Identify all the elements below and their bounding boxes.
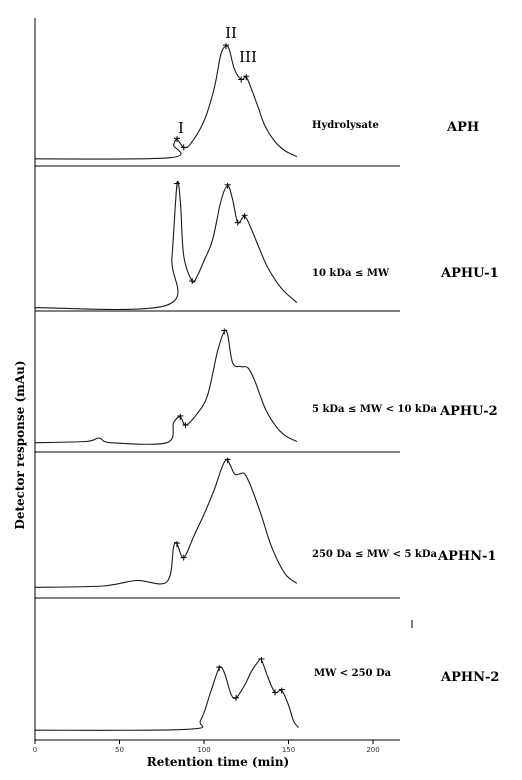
sample-label-aphn-1: APHN-1 xyxy=(437,549,496,564)
x-tick-label: 150 xyxy=(282,746,295,754)
x-tick-label: 50 xyxy=(115,746,124,754)
sample-label-aphu-1: APHU-1 xyxy=(440,266,499,281)
range-label-aphn-2: MW < 250 Da xyxy=(314,668,392,679)
series-line-aphu-2 xyxy=(34,329,298,445)
y-axis-title: Detector response (mAu) xyxy=(13,360,27,529)
peak-label-2: II xyxy=(225,24,237,42)
panel-aph: Hydrolysate APH xyxy=(34,43,479,167)
x-ticks-group: 0 50 100 150 200 xyxy=(33,740,380,754)
panel-aphu-1: 10 kDa ≤ MW APHU-1 xyxy=(34,180,499,312)
range-label-aphu-2: 5 kDa ≤ MW < 10 kDa xyxy=(312,404,438,415)
panel-aphn-1: 250 Da ≤ MW < 5 kDa APHN-1 xyxy=(34,457,496,599)
panel-aphu-2: 5 kDa ≤ MW < 10 kDa APHU-2 xyxy=(34,328,498,453)
peak-label-1: I xyxy=(178,119,184,137)
x-tick-label: 0 xyxy=(33,746,37,754)
range-label-aphn-1: 250 Da ≤ MW < 5 kDa xyxy=(312,549,438,560)
x-tick-label: 200 xyxy=(366,746,379,754)
sample-label-aph: APH xyxy=(446,120,479,135)
range-label-aph: Hydrolysate xyxy=(312,120,379,131)
series-line-aphn-2 xyxy=(34,658,300,731)
peak-label-3: III xyxy=(239,48,257,66)
panels-group: Hydrolysate APH 10 kDa ≤ MW APHU-1 5 kDa ≤ M… xyxy=(34,43,499,731)
range-label-aphu-1: 10 kDa ≤ MW xyxy=(312,268,390,279)
series-line-aphu-1 xyxy=(34,180,298,311)
sample-label-aphn-2: APHN-2 xyxy=(440,670,499,685)
series-line-aph xyxy=(34,45,298,160)
series-line-aphn-1 xyxy=(34,459,298,588)
x-tick-label: 100 xyxy=(197,746,210,754)
sample-label-aphu-2: APHU-2 xyxy=(439,404,498,419)
x-axis-title: Retention time (min) xyxy=(147,755,289,769)
panel-aphn-2: MW < 250 Da APHN-2 xyxy=(34,657,499,731)
